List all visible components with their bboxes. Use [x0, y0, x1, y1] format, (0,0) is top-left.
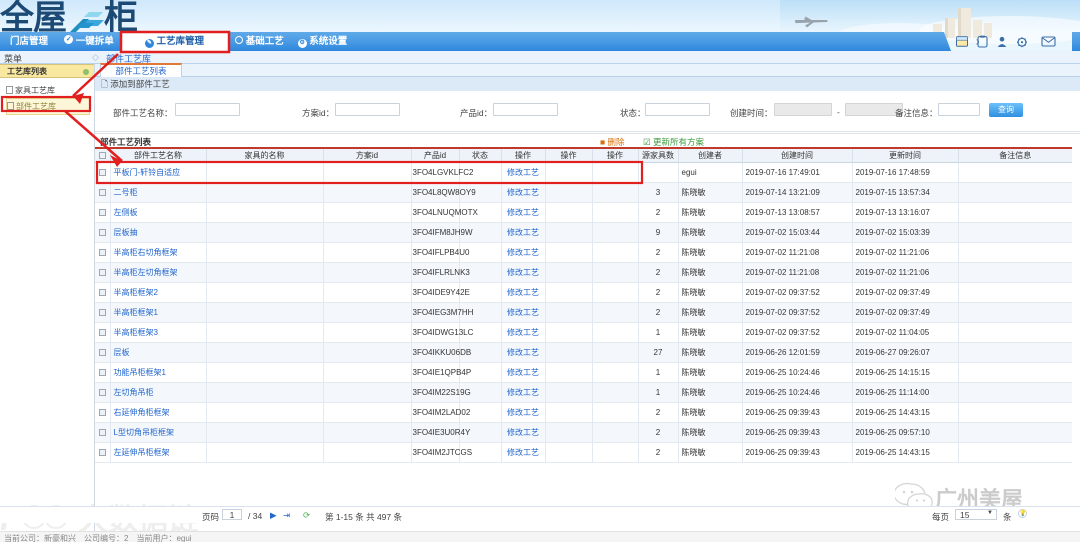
svg-text:全屋: 全屋	[0, 0, 66, 34]
svg-text:柜: 柜	[104, 0, 138, 34]
